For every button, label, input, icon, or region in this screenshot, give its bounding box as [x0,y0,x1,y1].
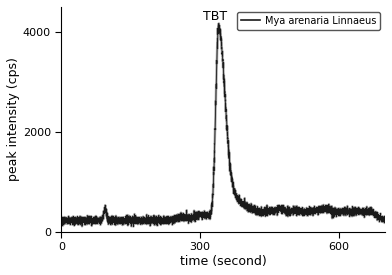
X-axis label: time (second): time (second) [180,255,267,268]
Y-axis label: peak intensity (cps): peak intensity (cps) [7,57,20,181]
Text: TBT: TBT [203,10,227,23]
Legend: Mya arenaria Linnaeus: Mya arenaria Linnaeus [237,12,380,30]
